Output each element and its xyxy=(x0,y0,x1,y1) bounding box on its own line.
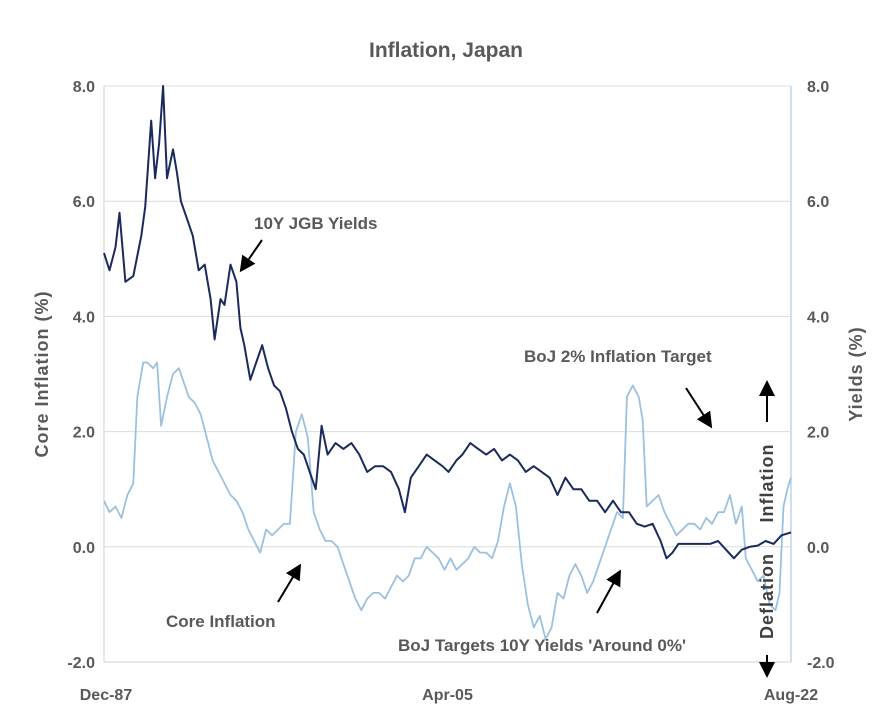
arrow-boj-target xyxy=(685,387,713,429)
y-ticks-right: 8.0 6.0 4.0 2.0 0.0 -2.0 xyxy=(807,79,835,672)
arrow-jgb-yields xyxy=(239,239,263,273)
series-line-jgb-yields xyxy=(103,85,792,560)
arrow-boj-yield-target xyxy=(596,569,621,614)
y-tick-label-right: 0.0 xyxy=(807,540,829,557)
x-tick-label: Apr-05 xyxy=(422,687,473,704)
y-tick-label-left: 6.0 xyxy=(73,194,95,211)
x-tick-label: Aug-22 xyxy=(764,687,818,704)
y-axis-label-left: Core Inflation (%) xyxy=(32,291,52,458)
y-tick-label-left: -2.0 xyxy=(67,655,95,672)
y-tick-label-left: 8.0 xyxy=(73,79,95,96)
side-label-deflation: Deflation xyxy=(757,553,777,639)
x-ticks: Dec-87 Apr-05 Aug-22 xyxy=(80,687,818,704)
series-line-core-inflation xyxy=(103,361,792,640)
annotation-jgb-yields: 10Y JGB Yields xyxy=(254,214,377,233)
y-tick-label-left: 4.0 xyxy=(73,309,95,326)
annotation-boj-yield-target: BoJ Targets 10Y Yields 'Around 0%' xyxy=(398,636,686,655)
gridlines xyxy=(104,85,791,548)
side-label-inflation: Inflation xyxy=(757,444,777,523)
y-tick-label-left: 0.0 xyxy=(73,540,95,557)
y-tick-label-right: 8.0 xyxy=(807,79,829,96)
y-ticks-left: 8.0 6.0 4.0 2.0 0.0 -2.0 xyxy=(67,79,95,672)
arrow-core-inflation xyxy=(277,563,302,603)
series-layer xyxy=(103,85,792,640)
y-tick-label-left: 2.0 xyxy=(73,425,95,442)
annotation-boj-target: BoJ 2% Inflation Target xyxy=(524,347,712,366)
y-tick-label-right: -2.0 xyxy=(807,655,835,672)
y-tick-label-right: 4.0 xyxy=(807,309,829,326)
y-axis-label-right: Yields (%) xyxy=(846,326,866,421)
x-tick-label: Dec-87 xyxy=(80,687,133,704)
chart-title: Inflation, Japan xyxy=(369,39,523,62)
annotation-core-inflation: Core Inflation xyxy=(166,612,276,631)
y-tick-label-right: 2.0 xyxy=(807,425,829,442)
y-tick-label-right: 6.0 xyxy=(807,194,829,211)
